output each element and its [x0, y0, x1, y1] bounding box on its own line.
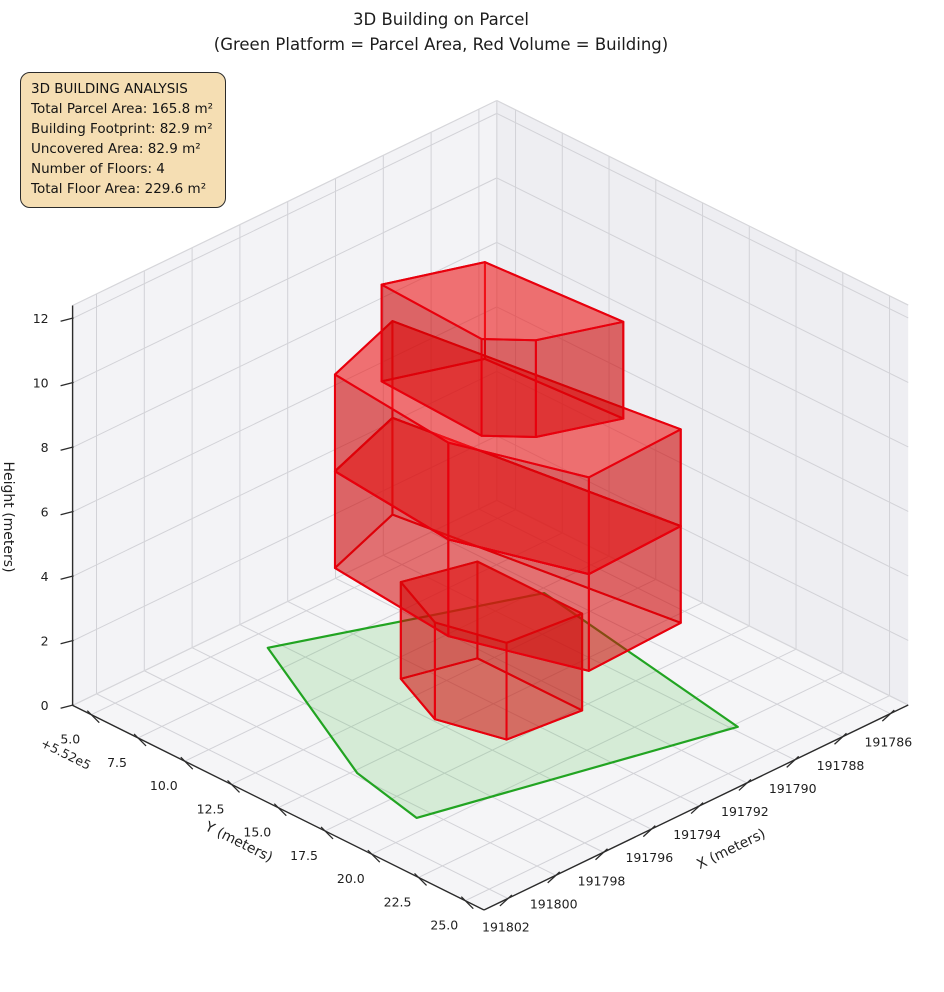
y-tick-label: 10.0 — [150, 778, 178, 793]
floor-4-top-face — [380, 261, 625, 342]
y-tick-label: 17.5 — [290, 848, 318, 863]
z-tick-label: 6 — [41, 504, 49, 519]
y-tick-label: 25.0 — [430, 918, 458, 933]
y-tick-label: 5.0 — [60, 732, 80, 747]
z-tick-label: 0 — [41, 698, 49, 713]
x-tick-label: 191796 — [625, 850, 673, 865]
x-tick-label: 191792 — [721, 804, 769, 819]
z-tick-label: 10 — [33, 375, 49, 390]
y-tick-label: 20.0 — [337, 871, 365, 886]
info-box-line: Total Floor Area: 229.6 m² — [31, 181, 207, 197]
x-tick-label: 191786 — [864, 735, 912, 750]
building-floor-4 — [380, 261, 625, 438]
info-box-title: 3D BUILDING ANALYSIS — [31, 81, 188, 97]
floor-4-side-face — [480, 337, 537, 438]
x-tick-label: 191802 — [482, 919, 530, 934]
y-tick-label: 7.5 — [107, 755, 127, 770]
x-tick-label: 191798 — [578, 873, 626, 888]
z-axis-label: Height (meters) — [0, 461, 16, 572]
info-box-line: Building Footprint: 82.9 m² — [31, 121, 213, 137]
parcel-polygon — [266, 591, 739, 819]
z-tick-label: 8 — [41, 440, 49, 455]
floor-1-top-face — [399, 560, 584, 644]
x-tick-label: 191790 — [769, 781, 817, 796]
pane-left-wall — [72, 100, 497, 706]
grid-lines — [72, 99, 909, 902]
y-tick-label: 12.5 — [197, 801, 225, 816]
y-tick-label: 15.0 — [243, 825, 271, 840]
info-box: 3D BUILDING ANALYSIS Total Parcel Area: … — [20, 72, 227, 208]
x-tick-label: 191800 — [530, 896, 578, 911]
z-tick-label: 2 — [41, 633, 49, 648]
info-box-line: Uncovered Area: 82.9 m² — [31, 141, 201, 157]
building-floor-1 — [399, 560, 584, 741]
info-box-line: Number of Floors: 4 — [31, 161, 165, 177]
floor-4-side-face — [534, 320, 625, 438]
chart-title: 3D Building on Parcel — [353, 10, 529, 29]
z-tick-label: 12 — [33, 311, 49, 326]
x-tick-label: 191794 — [673, 827, 721, 842]
floor-3-top-face — [333, 320, 682, 479]
title-block: 3D Building on Parcel (Green Platform = … — [0, 7, 882, 57]
x-tick-label: 191788 — [817, 758, 865, 773]
z-tick-label: 4 — [41, 569, 49, 584]
building-floor-2 — [333, 416, 682, 672]
scene — [266, 261, 739, 819]
info-box-line: Total Parcel Area: 165.8 m² — [31, 101, 214, 117]
chart-subtitle: (Green Platform = Parcel Area, Red Volum… — [213, 35, 669, 54]
y-tick-label: 22.5 — [384, 894, 412, 909]
